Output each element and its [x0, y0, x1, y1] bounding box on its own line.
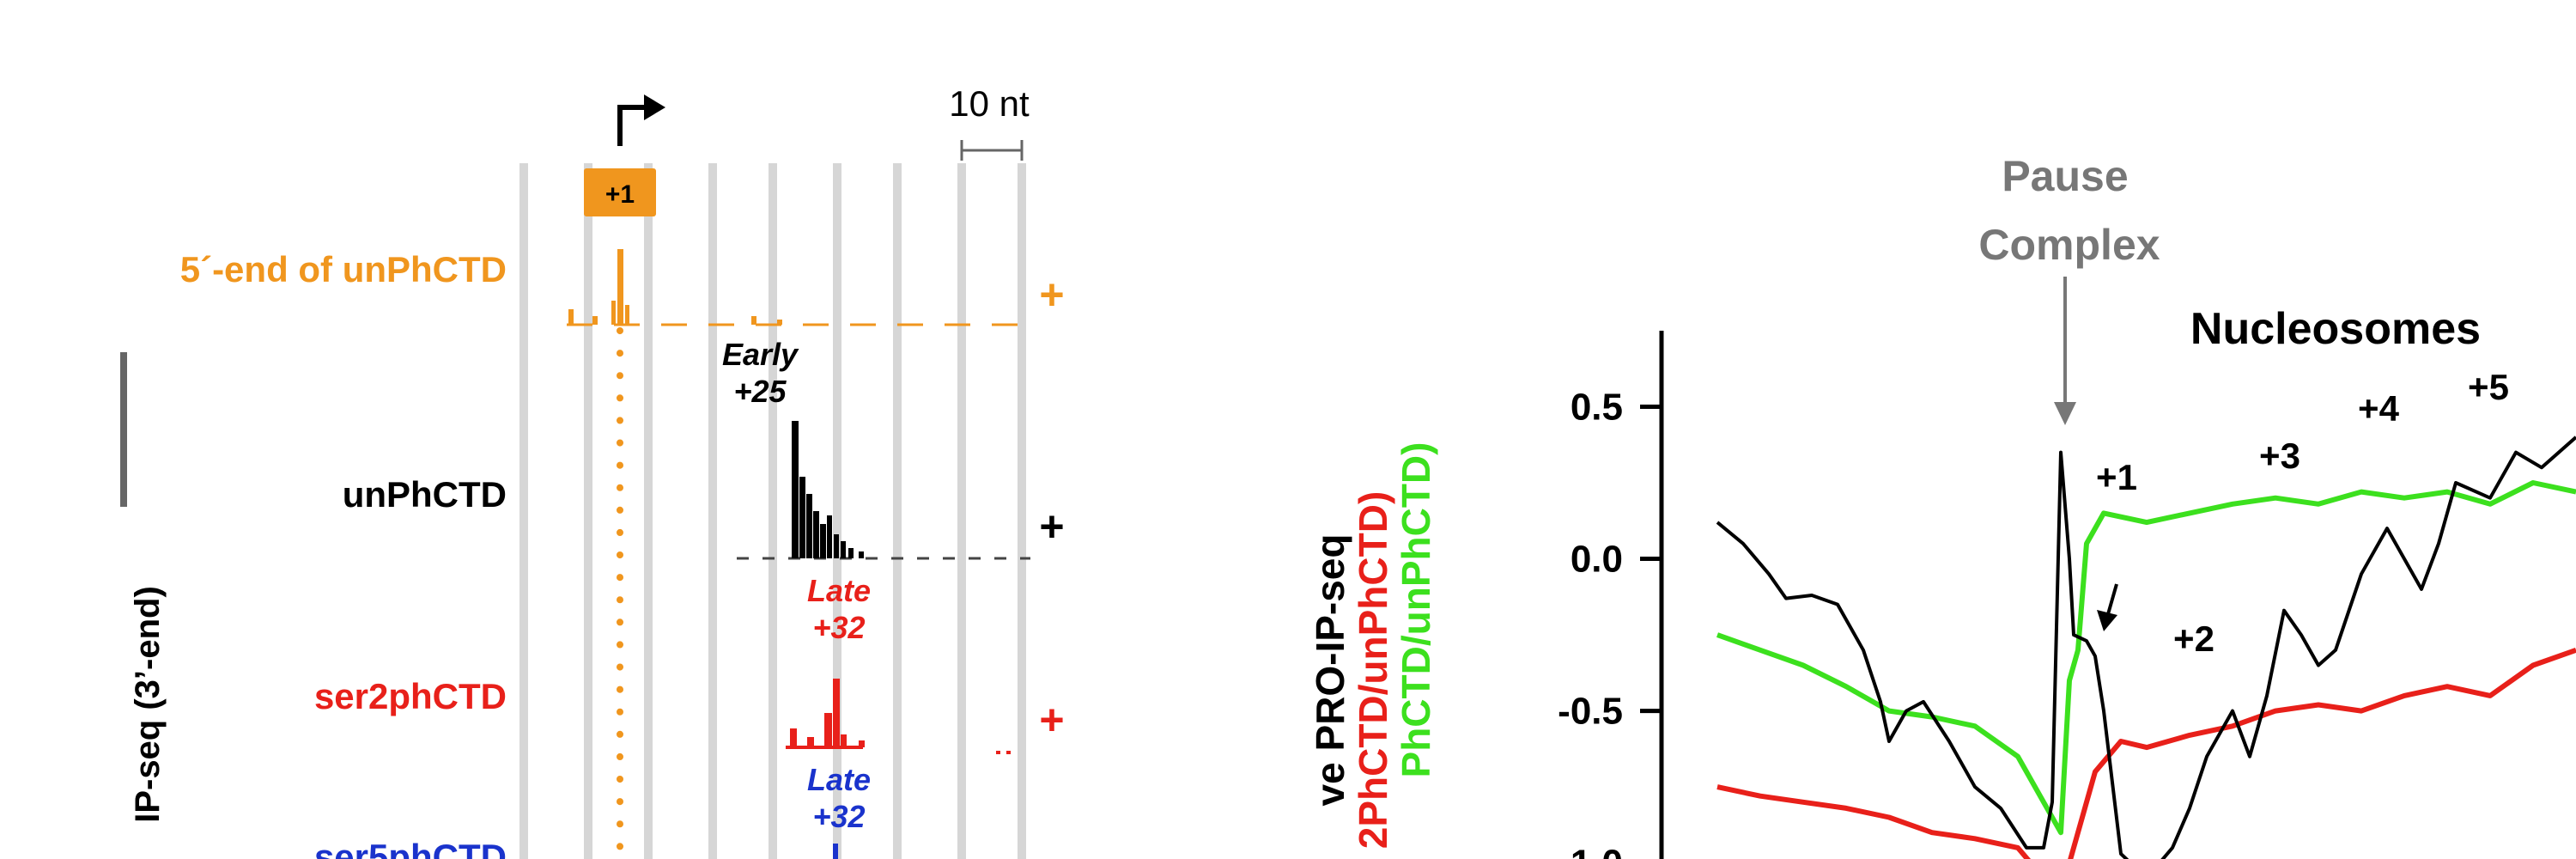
annotation-early: Early: [722, 337, 799, 372]
tss-box: [584, 168, 656, 216]
series-line: [1716, 480, 2576, 836]
scale-bar-label: 10 nt: [949, 83, 1030, 124]
nucleosome-peak-4: +4: [2358, 388, 2400, 429]
lane-guides: [519, 163, 1026, 859]
y-tick-label: 0.5: [1571, 387, 1623, 429]
y-tick-label: -1.0: [1558, 843, 1623, 859]
track-label-unphctd: unPhCTD: [343, 474, 507, 515]
annotation-late-ser5-position: +32: [812, 799, 865, 834]
annotation-late-ser2: Late: [807, 573, 871, 608]
y-ticks: 0.5 0.0 -0.5 -1.0: [1558, 387, 1662, 859]
track-label-ser2phctd: ser2phCTD: [314, 676, 507, 716]
pause-complex-label-line-2: Complex: [1978, 221, 2160, 269]
strand-5end: +: [1039, 271, 1064, 319]
lane-guide: [1018, 163, 1026, 859]
lane-guide: [644, 163, 653, 859]
strand-ser2phctd: +: [1039, 696, 1064, 744]
track-5end-signal: [567, 249, 1022, 326]
nucleosome-peak-1: +1: [2096, 457, 2137, 497]
track-label-ser5phctd: ser5phCTD: [314, 837, 507, 859]
lane-guide: [584, 163, 592, 859]
nucleosome-peak-5: +5: [2468, 367, 2509, 407]
lane-guide: [833, 163, 841, 859]
nucleosome-1-arrowhead-icon: [2097, 610, 2117, 631]
annotation-late-ser5: Late: [807, 762, 871, 797]
ylabel-line-2: 2PhCTD/unPhCTD): [1351, 491, 1395, 850]
lane-guide: [519, 163, 528, 859]
nucleosomes-label: Nucleosomes: [2190, 304, 2481, 354]
annotation-early-position: +25: [733, 374, 787, 409]
series-line: [1716, 647, 2576, 859]
y-tick-label: 0.0: [1571, 539, 1623, 581]
track-label-5end-unphctd: 5´-end of unPhCTD: [180, 249, 507, 289]
lane-guide: [957, 163, 966, 859]
annotation-late-ser2-position: +32: [812, 610, 865, 645]
lane-guide: [708, 163, 717, 859]
scale-bar: [960, 140, 1024, 161]
y-tick-label: -0.5: [1558, 691, 1623, 733]
lane-guide: [769, 163, 777, 859]
strand-unphctd: +: [1039, 503, 1064, 551]
ylabel-line-3: PhCTD/unPhCTD): [1394, 442, 1438, 778]
browser-panel: +1 10 nt 5´-end of unPhCTD unPhCTD ser2p…: [120, 83, 1065, 859]
pause-complex-label-line-1: Pause: [2002, 152, 2128, 200]
ylabel-line-1: ve PRO-IP-seq: [1308, 534, 1352, 807]
tss-arrow-icon: [617, 105, 646, 146]
track-unphctd-signal: [737, 421, 1030, 560]
series-line: [1716, 436, 2576, 859]
nucleosome-peak-2: +2: [2173, 618, 2215, 659]
metaprofile-panel: ve PRO-IP-seq 2PhCTD/unPhCTD) PhCTD/unPh…: [1308, 152, 2576, 859]
group-label: IP-seq (3’-end): [129, 586, 167, 823]
tss-arrowhead-icon: [644, 94, 665, 120]
group-bracket: [120, 352, 127, 507]
lane-guide: [893, 163, 902, 859]
pause-complex-arrowhead-icon: [2054, 402, 2076, 425]
nucleosome-1-arrow: [2106, 583, 2118, 615]
nucleosome-peak-3: +3: [2259, 436, 2300, 476]
series-layer: [1716, 436, 2576, 859]
tss-marker: +1: [605, 180, 635, 209]
track-ser2phctd-signal: [786, 679, 1011, 754]
track-ser5phctd-signal: [833, 844, 838, 859]
